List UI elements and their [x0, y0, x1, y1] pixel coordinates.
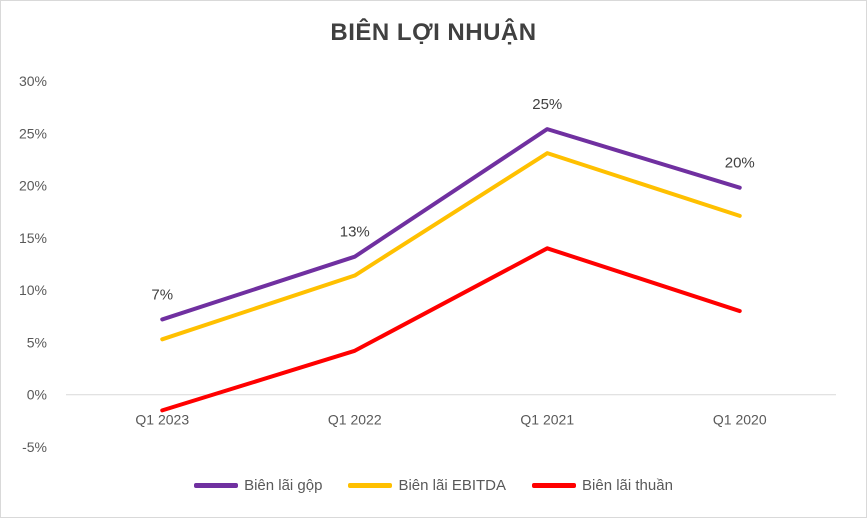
legend-swatch [348, 483, 393, 488]
x-tick-label: Q1 2023 [135, 412, 189, 428]
legend-swatch [194, 483, 239, 488]
data-label: 13% [340, 224, 370, 241]
series-line-biên-lãi-ebitda [160, 151, 742, 342]
legend-item: Biên lãi EBITDA [348, 477, 506, 494]
legend-item: Biên lãi gộp [194, 477, 322, 494]
y-tick-label: 15% [19, 230, 47, 246]
y-tick-label: 30% [19, 73, 47, 89]
y-tick-label: 10% [19, 282, 47, 298]
legend-label: Biên lãi gộp [244, 477, 323, 494]
legend-label: Biên lãi EBITDA [398, 477, 507, 494]
y-tick-label: 5% [27, 334, 47, 350]
x-tick-label: Q1 2021 [520, 412, 574, 428]
legend: Biên lãi gộp Biên lãi EBITDA Biên lãi thuầ… [1, 477, 866, 494]
x-tick-label: Q1 2020 [713, 412, 767, 428]
chart-title: BIÊN LỢI NHUẬN [330, 19, 537, 46]
plot-area: 30% 25% 20% 15% 10% 5% 0% -5% Q1 2023 Q1 2022 Q1 2… [19, 73, 836, 455]
legend-item: Biên lãi thuần [532, 477, 673, 494]
series-line-biên-lãi-gộp [160, 127, 742, 322]
legend-label: Biên lãi thuần [582, 477, 673, 494]
series-line-biên-lãi-thuần [160, 246, 742, 413]
y-tick-label: 20% [19, 178, 47, 194]
y-tick-label: -5% [22, 439, 47, 455]
data-label: 25% [532, 96, 562, 113]
data-label: 20% [725, 155, 755, 172]
x-tick-label: Q1 2022 [328, 412, 382, 428]
data-label: 7% [151, 286, 173, 303]
legend-swatch [532, 483, 577, 488]
y-tick-label: 25% [19, 125, 47, 141]
y-tick-label: 0% [27, 387, 47, 403]
